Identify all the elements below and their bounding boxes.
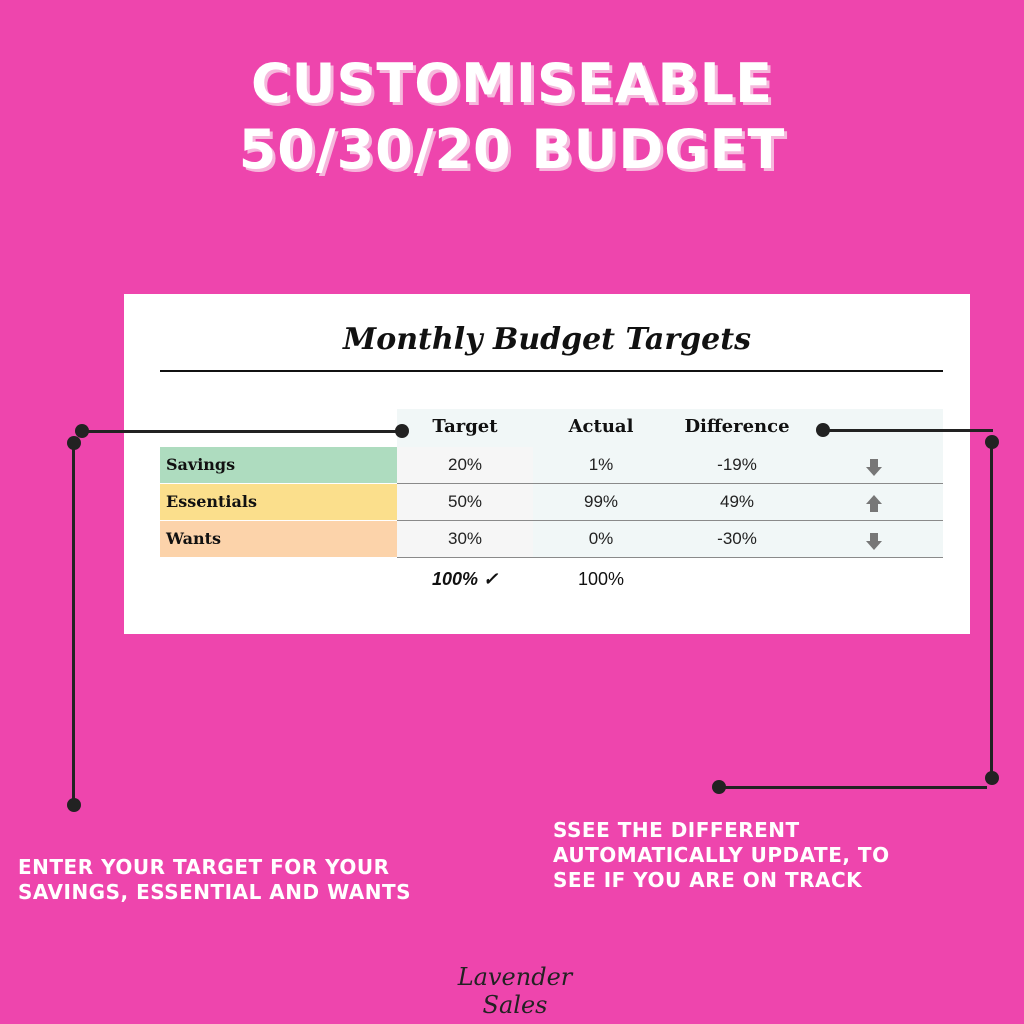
connector-dot: [67, 798, 81, 812]
cell-difference-essentials: 49%: [719, 492, 755, 511]
row-divider: [397, 483, 943, 484]
total-target: 100% ✓: [431, 569, 499, 589]
connector-dot: [75, 424, 89, 438]
column-header-difference: Difference: [684, 416, 790, 437]
caption-enter-targets: ENTER YOUR TARGET FOR YOUR SAVINGS, ESSE…: [18, 855, 438, 905]
brand-signature: Lavender Sales: [457, 963, 573, 1019]
headline-line-2: 50/30/20 BUDGET: [238, 118, 786, 181]
row-divider: [397, 557, 943, 558]
target-column-background: [397, 447, 533, 557]
cell-actual-wants: 0%: [588, 529, 614, 548]
caption-see-difference: SSEE THE DIFFERENT AUTOMATICALLY UPDATE,…: [553, 818, 953, 893]
down-arrow-icon: [866, 459, 882, 476]
cell-difference-wants: -30%: [717, 529, 757, 548]
row-label-savings: Savings: [160, 447, 397, 483]
row-label-essentials: Essentials: [160, 484, 397, 520]
caption-line: ENTER YOUR TARGET FOR YOUR: [18, 855, 390, 879]
row-divider: [397, 520, 943, 521]
cell-difference-savings: -19%: [717, 455, 757, 474]
total-actual: 100%: [577, 569, 625, 589]
connector-dot: [985, 771, 999, 785]
card-title: Monthly Budget Targets: [343, 322, 751, 357]
cell-target-wants[interactable]: 30%: [447, 529, 483, 548]
budget-card-screenshot: Monthly Budget Targets Target Actual Dif…: [124, 294, 970, 634]
connector-line-left-top: [82, 430, 402, 433]
down-arrow-icon: [866, 533, 882, 550]
headline-line-1: CUSTOMISEABLE: [251, 52, 773, 115]
caption-line: SSEE THE DIFFERENT: [553, 818, 800, 842]
connector-dot: [985, 435, 999, 449]
caption-line: SEE IF YOU ARE ON TRACK: [553, 868, 863, 892]
connector-dot: [712, 780, 726, 794]
connector-line-right-vertical: [990, 442, 993, 778]
row-label-wants: Wants: [160, 521, 397, 557]
connector-dot: [67, 436, 81, 450]
cell-target-essentials[interactable]: 50%: [447, 492, 483, 511]
column-header-actual: Actual: [568, 416, 634, 437]
connector-dot: [816, 423, 830, 437]
connector-dot: [395, 424, 409, 438]
caption-line: SAVINGS, ESSENTIAL AND WANTS: [18, 880, 412, 904]
cell-actual-savings: 1%: [588, 455, 614, 474]
connector-line-right-top: [823, 429, 993, 432]
caption-line: AUTOMATICALLY UPDATE, TO: [553, 843, 890, 867]
up-arrow-icon: [866, 495, 882, 512]
connector-line-left-vertical: [72, 443, 75, 805]
cell-target-savings[interactable]: 20%: [447, 455, 483, 474]
cell-actual-essentials: 99%: [583, 492, 619, 511]
column-header-target: Target: [432, 416, 498, 437]
connector-line-right-bottom: [719, 786, 987, 789]
title-divider: [160, 370, 943, 372]
